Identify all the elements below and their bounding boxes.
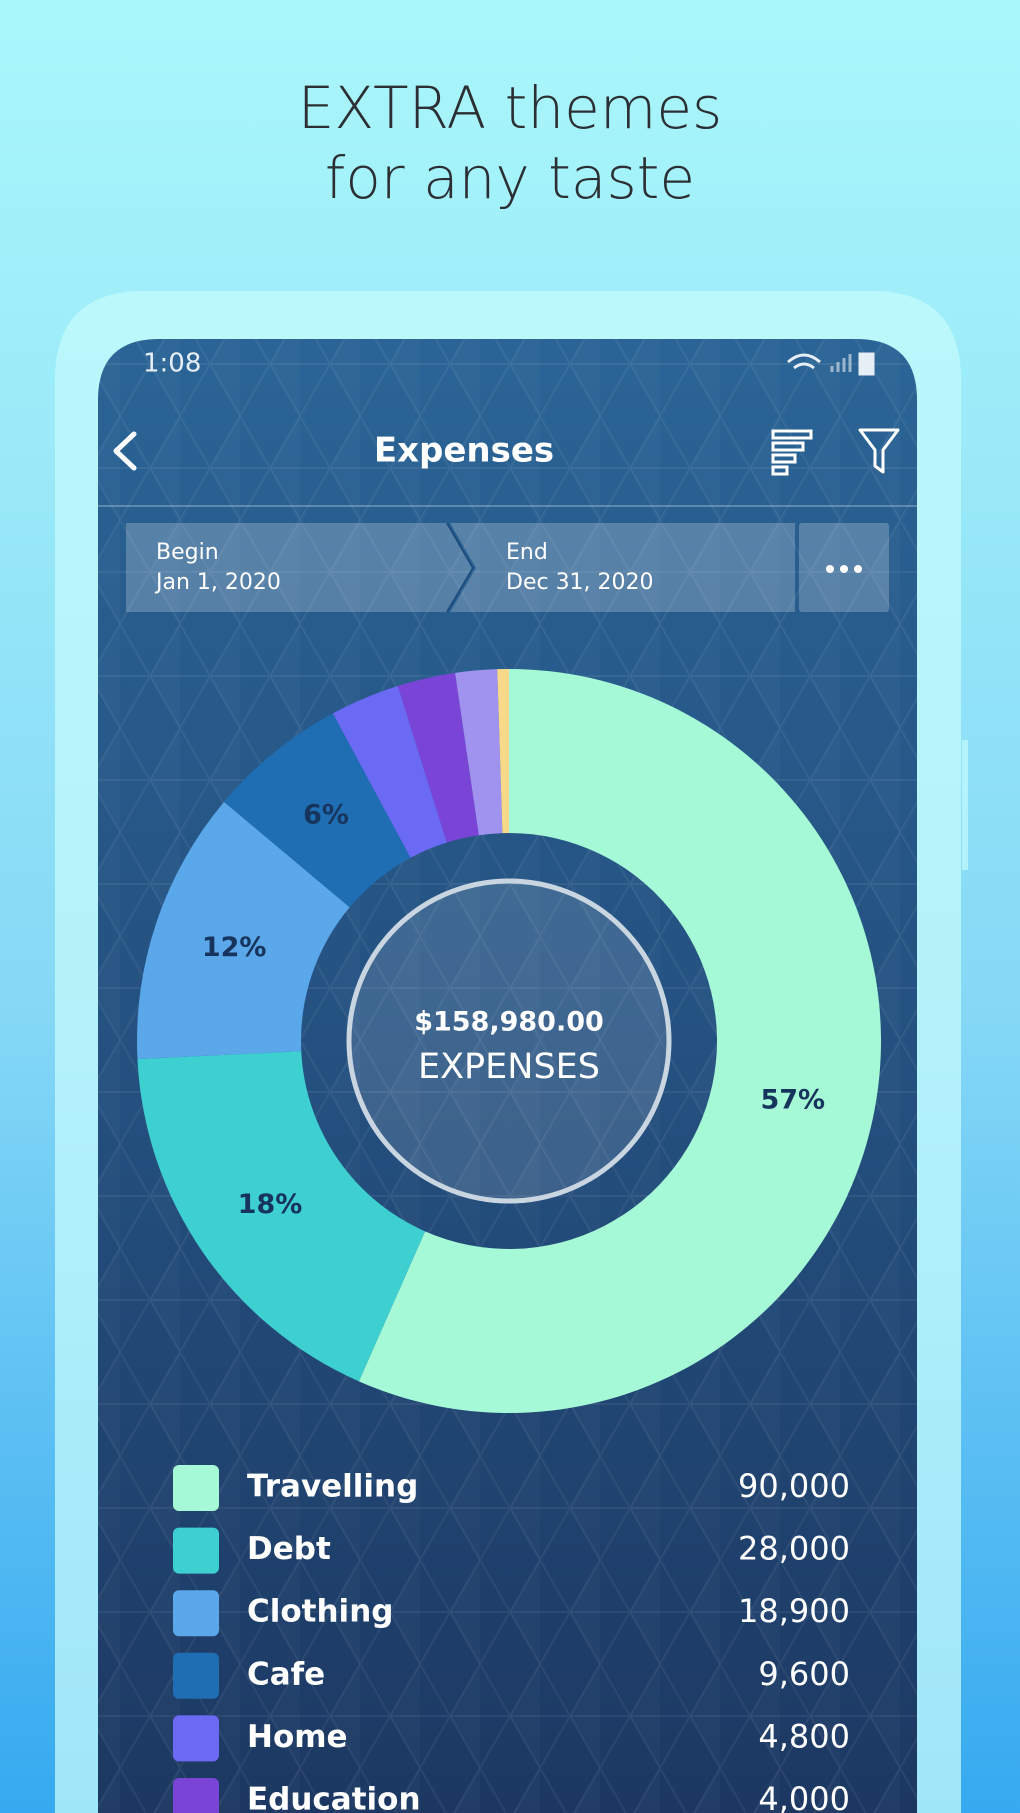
legend-name: Cafe bbox=[247, 1656, 325, 1692]
slice bbox=[455, 669, 503, 836]
slice bbox=[332, 686, 447, 858]
slice bbox=[224, 713, 411, 908]
legend-swatch bbox=[173, 1590, 219, 1637]
legend-name: Debt bbox=[247, 1531, 331, 1567]
legend-value: 18,900 bbox=[738, 1592, 850, 1630]
legend-swatch bbox=[173, 1527, 219, 1574]
legend-name: Clothing bbox=[247, 1594, 393, 1630]
slice-label: 12% bbox=[202, 932, 267, 963]
filter-button[interactable] bbox=[858, 428, 900, 474]
slice bbox=[137, 1051, 426, 1382]
status-icons bbox=[787, 352, 875, 376]
center-label: EXPENSES bbox=[418, 1047, 600, 1087]
legend-value: 4,800 bbox=[758, 1717, 850, 1755]
begin-label: Begin bbox=[156, 540, 219, 565]
legend-swatch bbox=[173, 1778, 219, 1813]
begin-date: Jan 1, 2020 bbox=[154, 570, 281, 595]
legend-value: 90,000 bbox=[738, 1467, 850, 1505]
status-time: 1:08 bbox=[143, 349, 201, 379]
legend-swatch bbox=[173, 1715, 219, 1762]
legend-swatch bbox=[173, 1465, 219, 1511]
slice-label: 57% bbox=[760, 1084, 825, 1115]
slice-label: 18% bbox=[238, 1189, 303, 1220]
legend-name: Home bbox=[247, 1719, 348, 1755]
legend-name: Education bbox=[247, 1782, 421, 1813]
legend-value: 28,000 bbox=[738, 1530, 850, 1568]
sort-button[interactable] bbox=[771, 429, 813, 476]
slice bbox=[397, 672, 479, 843]
legend-swatch bbox=[173, 1652, 219, 1699]
app-title: Expenses bbox=[374, 431, 554, 471]
legend-value: 9,600 bbox=[758, 1655, 850, 1693]
legend-name: Travelling bbox=[247, 1469, 418, 1505]
legend-value: 4,000 bbox=[758, 1780, 850, 1813]
center-ring bbox=[346, 878, 672, 1204]
end-label: End bbox=[506, 540, 548, 565]
separator bbox=[446, 522, 475, 613]
end-button[interactable] bbox=[450, 523, 795, 612]
donut-chart: 57% 18% 12% 6% $158,980.00 EXPENSES bbox=[137, 669, 881, 1413]
more-dots bbox=[826, 565, 862, 573]
back-button[interactable] bbox=[113, 431, 137, 471]
slice bbox=[497, 669, 509, 834]
slice bbox=[137, 801, 350, 1060]
phone-button bbox=[962, 740, 968, 870]
center-value: $158,980.00 bbox=[414, 1007, 604, 1038]
headline: EXTRA themes bbox=[298, 74, 722, 142]
slice bbox=[358, 669, 881, 1413]
end-date: Dec 31, 2020 bbox=[506, 570, 654, 595]
legend: Travelling 90,000 Debt 28,000 Clothing 18,900… bbox=[173, 1465, 850, 1813]
headline: for any taste bbox=[325, 144, 695, 212]
slice-label: 6% bbox=[303, 800, 349, 831]
begin-button[interactable] bbox=[126, 523, 473, 612]
